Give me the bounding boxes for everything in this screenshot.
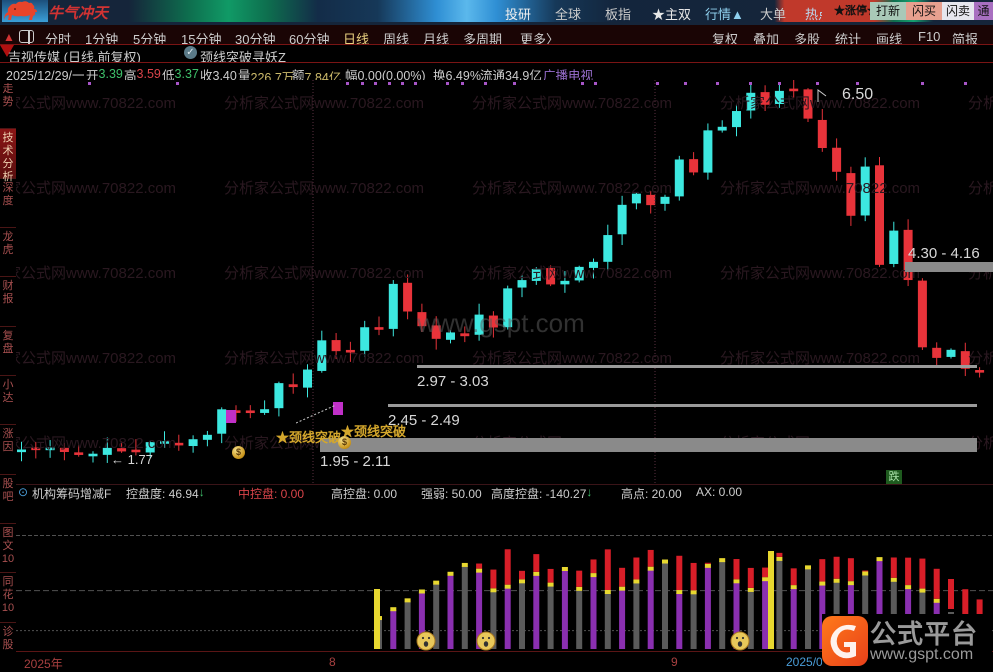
svg-text:分析家公式网www.70822.com: 分析家公式网www.70822.com — [16, 95, 176, 112]
svg-text:分析家公式网www.70822.com: 分析家公式网www.70822.com — [968, 180, 993, 197]
svg-text:分析家公式网www.70822.com: 分析家公式网www.70822.com — [16, 180, 176, 197]
svg-text:分析家公式网www.70822.com: 分析家公式网www.70822.com — [224, 350, 424, 367]
svg-text:分析家公式网www.70822.com: 分析家公式网www.70822.com — [224, 95, 424, 112]
svg-text:分析家公式网www.70822.com: 分析家公式网www.70822.com — [224, 265, 424, 282]
svg-text:分析家公式网www.70822.com: 分析家公式网www.70822.com — [16, 350, 176, 367]
svg-text:分析家公式网www.70822.com: 分析家公式网www.70822.com — [472, 265, 672, 282]
svg-text:分析家公式网www.70822.com: 分析家公式网www.70822.com — [16, 435, 176, 452]
svg-text:分析家公式网www.70822.com: 分析家公式网www.70822.com — [720, 265, 920, 282]
svg-text:分析家公式网www.70822.com: 分析家公式网www.70822.com — [720, 180, 920, 197]
svg-text:分析家公式网www.70822.com: 分析家公式网www.70822.com — [16, 265, 176, 282]
svg-text:分析家公式网www.70822.com: 分析家公式网www.70822.com — [968, 95, 993, 112]
svg-text:分析家公式网www.70822.com: 分析家公式网www.70822.com — [224, 180, 424, 197]
svg-text:分析家公式网www.70822.com: 分析家公式网www.70822.com — [472, 180, 672, 197]
svg-text:分析家公式网www.70822.com: 分析家公式网www.70822.com — [472, 95, 672, 112]
